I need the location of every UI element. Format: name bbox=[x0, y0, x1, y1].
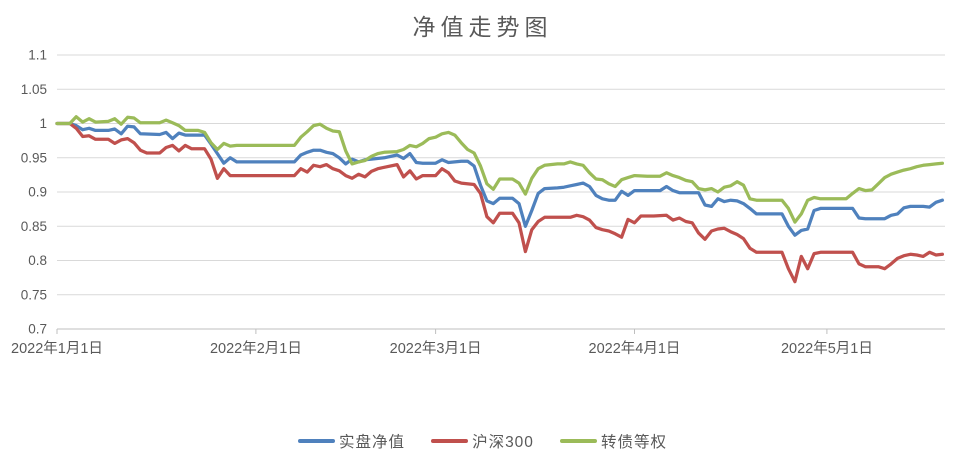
legend-item-hushen300: 沪深300 bbox=[431, 430, 534, 452]
legend-label: 实盘净值 bbox=[339, 434, 406, 451]
chart-legend: 实盘净值 沪深300 转债等权 bbox=[0, 430, 965, 452]
y-tick-label: 0.95 bbox=[21, 150, 47, 165]
series-line-2 bbox=[55, 115, 945, 224]
legend-label: 沪深300 bbox=[472, 434, 534, 451]
legend-item-zhuanzhaidengquan: 转债等权 bbox=[559, 430, 667, 452]
legend-line-swatch-red bbox=[431, 439, 469, 443]
chart-plot-area: 1.1 1.05 1 0.95 0.9 0.85 0.8 0.75 0.7 2022年1月1日 20… bbox=[11, 48, 945, 357]
x-tick-label: 2022年5月1日 bbox=[781, 340, 873, 357]
chart-title: 净值走势图 bbox=[412, 15, 553, 40]
legend-label: 转债等权 bbox=[600, 434, 667, 451]
legend-item-shipanjingzhi: 实盘净值 bbox=[298, 430, 405, 452]
y-tick-label: 0.7 bbox=[28, 322, 47, 337]
y-tick-label: 0.75 bbox=[21, 287, 47, 302]
y-tick-label: 0.8 bbox=[28, 253, 47, 268]
y-tick-label: 1.05 bbox=[21, 82, 47, 97]
y-tick-label: 1.1 bbox=[28, 48, 47, 63]
x-tick-label: 2022年4月1日 bbox=[589, 340, 681, 357]
y-tick-label: 0.9 bbox=[28, 185, 47, 200]
x-tick-label: 2022年1月1日 bbox=[11, 340, 103, 357]
x-tick-label: 2022年2月1日 bbox=[210, 340, 302, 357]
y-tick-label: 1 bbox=[39, 116, 47, 131]
x-tick-label: 2022年3月1日 bbox=[390, 340, 482, 357]
legend-line-swatch-green bbox=[559, 439, 597, 443]
series-line-1 bbox=[55, 121, 945, 284]
y-tick-label: 0.85 bbox=[21, 219, 47, 234]
legend-line-swatch-blue bbox=[298, 439, 336, 443]
